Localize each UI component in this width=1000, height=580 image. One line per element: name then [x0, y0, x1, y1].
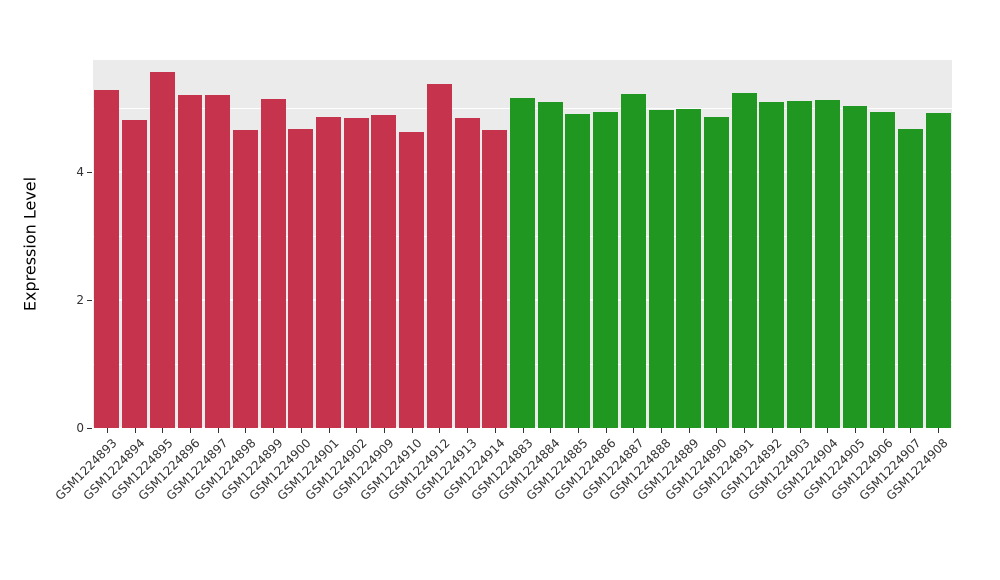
x-tick-mark [771, 428, 773, 433]
y-tick-mark [87, 428, 92, 429]
bar [731, 93, 757, 428]
x-tick-mark [217, 428, 219, 433]
x-tick-mark [550, 428, 552, 433]
y-tick-mark [87, 172, 92, 173]
bar [676, 109, 702, 428]
bar [122, 120, 148, 428]
x-tick-mark [245, 428, 247, 433]
y-tick-label: 2 [76, 293, 84, 307]
x-tick-mark [938, 428, 940, 433]
x-tick-mark [467, 428, 469, 433]
x-tick-mark [106, 428, 108, 433]
bar [482, 129, 508, 428]
x-tick-mark [383, 428, 385, 433]
x-tick-mark [162, 428, 164, 433]
x-tick-mark [882, 428, 884, 433]
bar [759, 102, 785, 428]
x-tick-mark [855, 428, 857, 433]
bar [371, 115, 397, 428]
bar [703, 116, 729, 428]
x-tick-mark [910, 428, 912, 433]
bar [260, 99, 286, 428]
x-tick-mark [356, 428, 358, 433]
bar [205, 94, 231, 428]
bar [814, 99, 840, 428]
x-tick-mark [134, 428, 136, 433]
x-tick-mark [716, 428, 718, 433]
bar [510, 97, 535, 428]
x-tick-mark [827, 428, 829, 433]
bar [648, 109, 674, 428]
bar [870, 111, 896, 428]
bar [232, 129, 258, 428]
x-tick-mark [328, 428, 330, 433]
bar [565, 113, 591, 428]
bar [897, 129, 923, 428]
bar [925, 113, 951, 428]
bar [288, 129, 314, 428]
x-tick-mark [605, 428, 607, 433]
x-tick-mark [439, 428, 441, 433]
x-tick-mark [273, 428, 275, 433]
x-tick-mark [300, 428, 302, 433]
bar [426, 83, 452, 428]
x-tick-mark [633, 428, 635, 433]
bar [316, 116, 341, 428]
bar [593, 111, 619, 428]
y-tick-label: 0 [76, 421, 84, 435]
y-tick-mark [87, 300, 92, 301]
x-tick-mark [744, 428, 746, 433]
bar [787, 100, 813, 428]
bar [454, 117, 480, 428]
bar [620, 93, 646, 428]
bar [343, 117, 369, 428]
bar [177, 95, 203, 428]
x-tick-mark [189, 428, 191, 433]
bar [537, 102, 563, 428]
x-tick-mark [522, 428, 524, 433]
x-tick-mark [661, 428, 663, 433]
x-tick-mark [799, 428, 801, 433]
x-tick-mark [577, 428, 579, 433]
bar [94, 90, 120, 428]
x-tick-mark [411, 428, 413, 433]
bar [149, 72, 175, 428]
y-tick-label: 4 [76, 165, 84, 179]
x-tick-mark [688, 428, 690, 433]
y-axis-title: Expression Level [20, 176, 40, 312]
bar [399, 131, 425, 428]
plot-panel [93, 60, 952, 428]
bar [842, 106, 868, 428]
x-tick-mark [494, 428, 496, 433]
